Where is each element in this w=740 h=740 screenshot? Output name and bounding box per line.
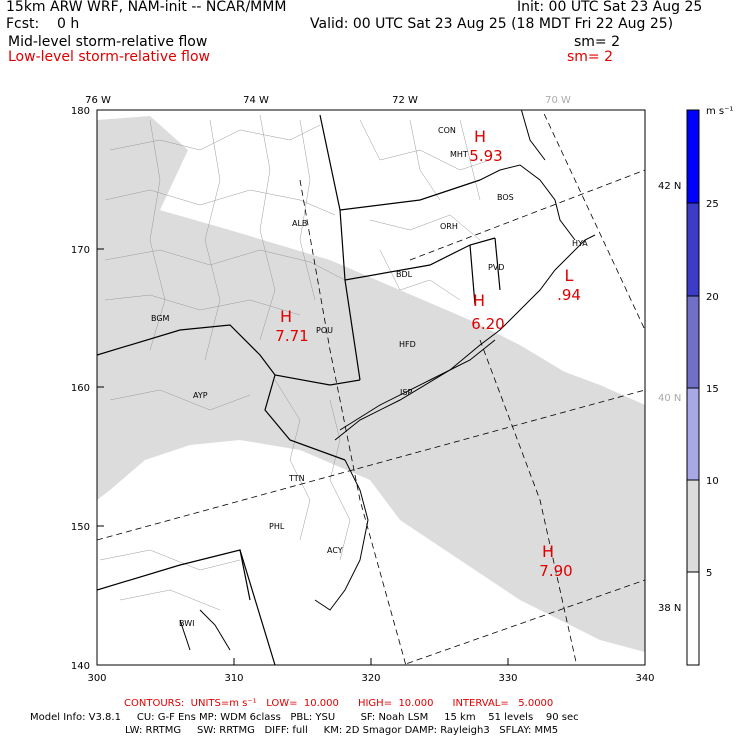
- y-tick-label: 140: [71, 661, 90, 672]
- city-label: MHT: [450, 150, 468, 159]
- y-tick-label: 150: [71, 522, 90, 533]
- low-level-smoothing: sm= 2: [567, 49, 614, 65]
- longitude-label: 72 W: [392, 95, 418, 106]
- high-marker-letter: H: [542, 542, 554, 561]
- high-marker-letter: H: [474, 127, 486, 146]
- latitude-label: 40 N: [658, 393, 681, 404]
- colorbar-units: m s⁻¹: [706, 106, 733, 117]
- pressure-centers: H 5.93 H 7.71 H 6.20 L .94 H 7.90: [275, 127, 581, 580]
- city-label: BGM: [151, 314, 170, 323]
- x-tick-label: 330: [498, 673, 517, 684]
- model-title: 15km ARW WRF, NAM-init -- NCAR/MMM: [6, 0, 287, 15]
- city-label: AYP: [193, 391, 208, 400]
- high-marker-value: 6.20: [471, 315, 504, 333]
- city-label: HFD: [399, 340, 416, 349]
- model-info-line-2: LW: RRTMG SW: RRTMG DIFF: full KM: 2D Sm…: [125, 725, 559, 736]
- latitude-label: 42 N: [658, 181, 681, 192]
- city-label: ACY: [327, 546, 343, 555]
- colorbar-label: 15: [706, 384, 719, 395]
- city-label: BOS: [497, 193, 514, 202]
- init-time: Init: 00 UTC Sat 23 Aug 25: [517, 0, 703, 15]
- colorbar-segment: [687, 296, 699, 388]
- y-tick-label: 180: [71, 106, 90, 117]
- model-info-line-1: Model Info: V3.8.1 CU: G-F Ens MP: WDM 6…: [30, 712, 579, 723]
- city-label: POU: [316, 326, 333, 335]
- forecast-hour: Fcst: 0 h: [6, 16, 80, 32]
- wind-speed-shading-upper: [160, 150, 600, 372]
- valid-time: Valid: 00 UTC Sat 23 Aug 25 (18 MDT Fri …: [310, 16, 674, 32]
- city-label: PHL: [269, 522, 285, 531]
- x-tick-label: 310: [224, 673, 243, 684]
- y-tick-label: 170: [71, 245, 90, 256]
- high-marker-letter: H: [473, 291, 485, 310]
- high-marker-value: 7.90: [539, 562, 572, 580]
- city-labels: CON MHT BOS ORH HYA ALB PVD BDL BGM POU …: [151, 126, 588, 628]
- colorbar-segment: [687, 203, 699, 296]
- city-label: PVD: [488, 263, 504, 272]
- mid-level-field-title: Mid-level storm-relative flow: [8, 34, 208, 50]
- colorbar-label: 25: [706, 199, 719, 210]
- high-marker-value: 5.93: [469, 147, 502, 165]
- colorbar-segment: [687, 110, 699, 203]
- low-marker-letter: L: [565, 266, 574, 285]
- colorbar-segment: [687, 572, 699, 665]
- map-content: [97, 110, 645, 665]
- longitude-label: 70 W: [545, 95, 571, 106]
- county-boundaries: [99, 114, 491, 611]
- city-label: ORH: [440, 222, 458, 231]
- latitude-label: 38 N: [658, 603, 681, 614]
- high-marker-letter: H: [280, 307, 292, 326]
- x-tick-label: 340: [635, 673, 654, 684]
- mid-level-smoothing: sm= 2: [574, 34, 621, 50]
- state-boundaries: [97, 114, 501, 665]
- high-marker-value: 7.71: [275, 327, 308, 345]
- wind-speed-shading: [97, 116, 645, 652]
- colorbar-segment: [687, 388, 699, 480]
- y-tick-label: 160: [71, 383, 90, 394]
- lat-lon-grid: [97, 110, 645, 665]
- contour-info: CONTOURS: UNITS=m s⁻¹ LOW= 10.000 HIGH= …: [124, 698, 554, 709]
- colorbar-label: 20: [706, 292, 719, 303]
- longitude-label: 74 W: [243, 95, 269, 106]
- city-label: ALB: [292, 219, 307, 228]
- city-label: TTN: [288, 474, 305, 483]
- axis-ticks: [96, 109, 646, 666]
- x-tick-label: 320: [361, 673, 380, 684]
- colorbar-label: 10: [706, 476, 719, 487]
- city-label: ISP: [400, 388, 412, 397]
- colorbar-label: 5: [706, 568, 712, 579]
- x-tick-label: 300: [87, 673, 106, 684]
- city-label: BDL: [396, 270, 413, 279]
- city-label: BWI: [179, 619, 194, 628]
- city-label: HYA: [572, 239, 588, 248]
- longitude-label: 76 W: [85, 95, 111, 106]
- colorbar-segment: [687, 480, 699, 572]
- low-marker-value: .94: [557, 286, 581, 304]
- city-label: CON: [438, 126, 456, 135]
- colorbar: m s⁻¹ 25 20 15 10 5: [686, 106, 733, 666]
- map-plot: 300 310 320 330 340 180 170 160 150 140 …: [71, 95, 681, 684]
- low-level-field-title: Low-level storm-relative flow: [8, 49, 211, 65]
- coastlines: [179, 110, 596, 651]
